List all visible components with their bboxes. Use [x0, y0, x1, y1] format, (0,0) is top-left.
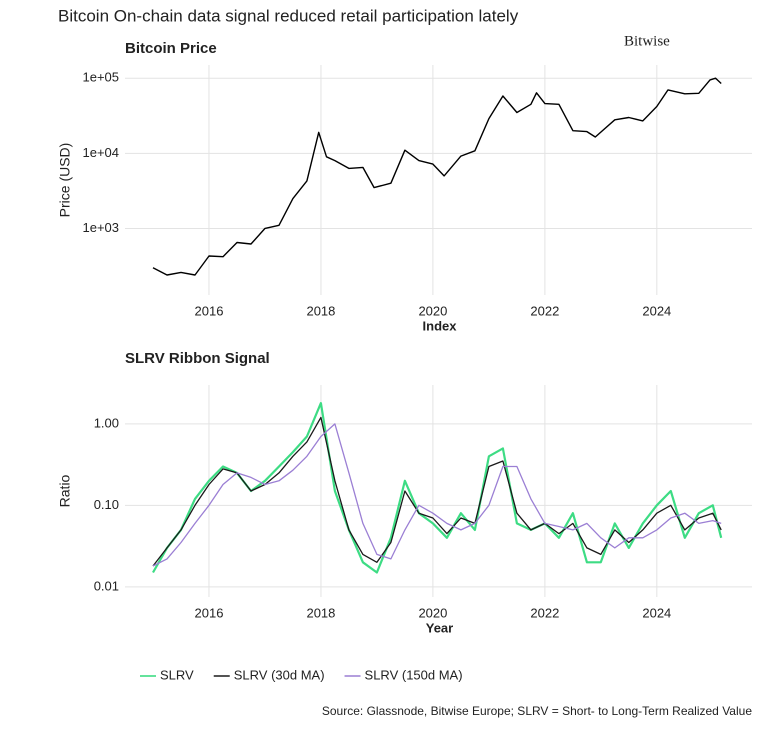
x-tick-label: 2020 — [418, 605, 447, 620]
y-axis-label: Price (USD) — [57, 143, 73, 218]
data-line — [152, 416, 722, 567]
x-axis-label: Index — [423, 318, 458, 333]
x-tick-label: 2020 — [418, 303, 447, 318]
x-tick-label: 2024 — [642, 605, 671, 620]
legend-label: SLRV (150d MA) — [365, 667, 463, 682]
x-tick-label: 2016 — [195, 303, 224, 318]
y-tick-label: 0.01 — [94, 578, 119, 593]
source-note: Source: Glassnode, Bitwise Europe; SLRV … — [322, 704, 752, 718]
x-axis-label: Year — [426, 620, 453, 635]
figure-title: Bitcoin On-chain data signal reduced ret… — [58, 6, 519, 25]
y-tick-label: 1e+04 — [82, 145, 119, 160]
legend-label: SLRV — [160, 667, 194, 682]
y-axis-label: Ratio — [57, 474, 73, 507]
logo: Bitwise — [624, 33, 670, 49]
y-tick-label: 0.10 — [94, 497, 119, 512]
data-line — [152, 77, 722, 276]
y-tick-label: 1e+03 — [82, 220, 119, 235]
x-tick-label: 2016 — [195, 605, 224, 620]
x-tick-label: 2022 — [530, 303, 559, 318]
x-tick-label: 2018 — [306, 605, 335, 620]
y-tick-label: 1.00 — [94, 415, 119, 430]
y-tick-label: 1e+05 — [82, 70, 119, 85]
x-tick-label: 2022 — [530, 605, 559, 620]
chart-title: Bitcoin Price — [125, 40, 217, 57]
x-tick-label: 2018 — [306, 303, 335, 318]
data-line — [152, 423, 722, 567]
legend-label: SLRV (30d MA) — [234, 667, 325, 682]
x-tick-label: 2024 — [642, 303, 671, 318]
chart-title: SLRV Ribbon Signal — [125, 350, 270, 367]
